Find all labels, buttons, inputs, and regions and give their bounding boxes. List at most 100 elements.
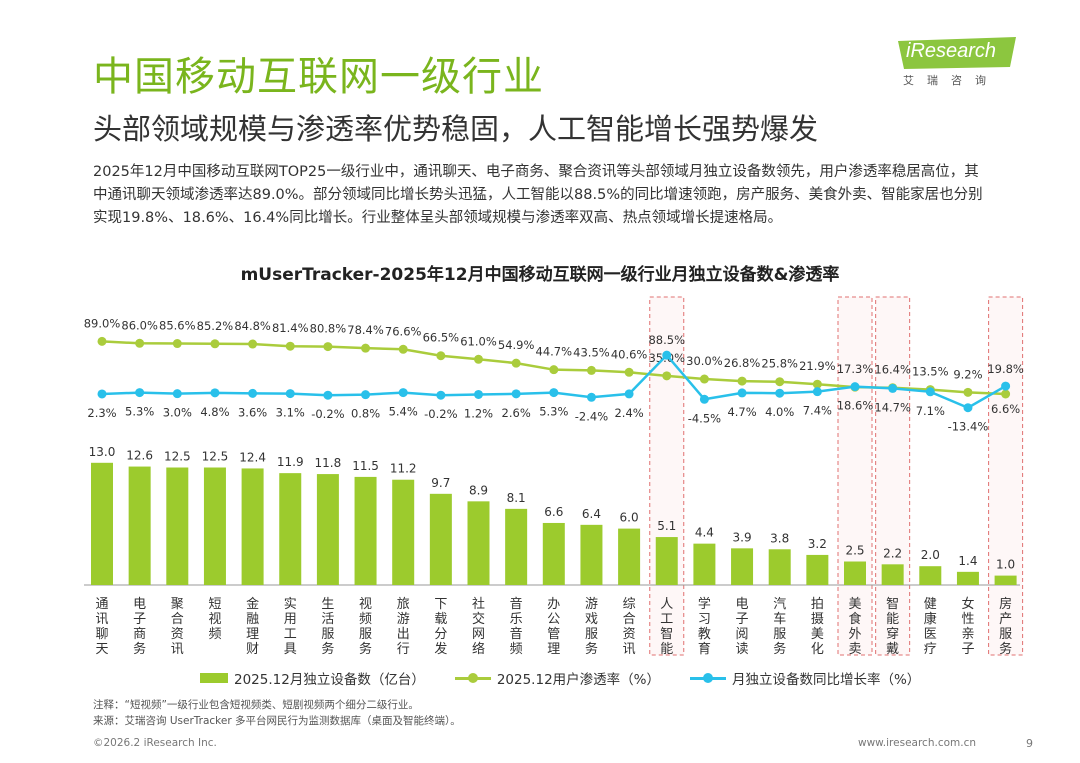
- growth-label: 0.8%: [351, 407, 380, 421]
- bar: [618, 528, 641, 585]
- bar-value-label: 12.5: [164, 450, 191, 464]
- category-label: 房产服务: [999, 596, 1012, 657]
- growth-label: 3.0%: [163, 406, 192, 420]
- growth-point: [737, 388, 747, 398]
- growth-label: -0.2%: [311, 407, 344, 421]
- legend-penetration-label: 2025.12用户渗透率（%）: [496, 672, 660, 688]
- bar: [768, 549, 791, 585]
- bar-value-label: 11.9: [277, 455, 304, 469]
- bar-value-label: 2.2: [883, 546, 902, 560]
- penetration-point: [549, 365, 559, 375]
- growth-label: 5.3%: [539, 405, 568, 419]
- bar-value-label: 4.4: [695, 526, 714, 540]
- growth-label: 4.7%: [727, 405, 756, 419]
- growth-point: [361, 390, 371, 400]
- category-label: 拍摄美化: [811, 597, 824, 657]
- penetration-point: [812, 379, 822, 389]
- bar: [91, 462, 113, 585]
- growth-label: 88.5%: [648, 333, 685, 347]
- penetration-label: 6.6%: [991, 402, 1020, 416]
- penetration-label: 17.3%: [837, 362, 874, 376]
- category-label: 视频服务: [359, 597, 372, 657]
- growth-label: 14.7%: [874, 400, 911, 414]
- penetration-point: [624, 367, 634, 377]
- growth-label: 7.4%: [803, 404, 832, 418]
- bar-value-label: 12.6: [126, 449, 153, 463]
- highlight-box: [988, 296, 1024, 656]
- growth-point: [285, 389, 295, 399]
- growth-label: 5.3%: [125, 405, 154, 419]
- category-label: 女性亲子: [961, 596, 974, 657]
- bar-value-label: 2.0: [921, 548, 940, 562]
- growth-point: [474, 389, 483, 399]
- growth-point: [172, 389, 182, 399]
- bar-value-label: 6.6: [544, 505, 563, 519]
- bar: [881, 564, 904, 585]
- growth-label: 4.8%: [200, 405, 229, 419]
- bar: [655, 537, 678, 585]
- penetration-label: 54.9%: [498, 338, 535, 352]
- growth-label: -4.5%: [688, 411, 721, 425]
- penetration-label: 61.0%: [460, 334, 497, 348]
- penetration-label: 81.4%: [272, 321, 309, 335]
- growth-label: -2.4%: [575, 409, 608, 423]
- penetration-label: 26.8%: [724, 356, 761, 370]
- penetration-point: [436, 351, 446, 361]
- category-label: 通讯聊天: [95, 597, 108, 657]
- penetration-label: 85.6%: [159, 319, 196, 333]
- bar: [203, 467, 226, 585]
- growth-label: 2.6%: [502, 406, 531, 420]
- bar: [392, 479, 415, 585]
- page-title: 中国移动互联网一级行业: [93, 54, 544, 100]
- bar-value-label: 8.9: [469, 483, 488, 497]
- penetration-point: [210, 339, 220, 349]
- penetration-point: [511, 358, 521, 368]
- growth-point: [1001, 381, 1011, 391]
- bar: [467, 501, 490, 585]
- legend-bar-swatch: [200, 673, 228, 683]
- category-label: 旅游出行: [397, 597, 410, 657]
- penetration-label: 16.4%: [874, 363, 911, 377]
- note-text: 注释：“短视频”一级行业包含短视频类、短剧视频两个细分二级行业。: [93, 699, 419, 711]
- bar: [316, 474, 339, 585]
- bar-value-label: 6.0: [620, 511, 639, 525]
- page-subtitle: 头部领域规模与渗透率优势稳固，人工智能增长强势爆发: [93, 112, 819, 146]
- category-label: 社交网络: [472, 596, 485, 657]
- growth-point: [135, 388, 145, 398]
- legend-growth-swatch: [689, 673, 726, 683]
- legend-item-bar: 2025.12月独立设备数（亿台）: [200, 668, 425, 688]
- penetration-label: 13.5%: [912, 365, 949, 379]
- bar: [994, 575, 1017, 585]
- category-label: 汽车服务: [773, 597, 786, 657]
- category-label: 下载分发: [434, 597, 447, 657]
- penetration-label: 84.8%: [234, 319, 271, 333]
- category-label: 聚合资讯: [171, 597, 184, 657]
- iresearch-logo: [898, 37, 1016, 69]
- penetration-point: [1001, 389, 1011, 399]
- bar: [166, 467, 189, 585]
- category-label: 智能穿戴: [886, 597, 899, 657]
- growth-point: [699, 394, 709, 404]
- penetration-point: [361, 343, 371, 353]
- growth-label: 18.6%: [837, 399, 874, 413]
- growth-point: [436, 390, 446, 400]
- chart-title: mUserTracker-2025年12月中国移动互联网一级行业月独立设备数&渗…: [240, 265, 840, 285]
- highlight-box: [837, 296, 873, 656]
- penetration-label: 9.2%: [953, 367, 982, 381]
- footer-website[interactable]: www.iresearch.com.cn: [858, 737, 977, 749]
- bar-value-label: 1.0: [996, 558, 1015, 572]
- category-label: 音乐音频: [510, 596, 523, 657]
- growth-point: [210, 388, 220, 398]
- bar-value-label: 5.1: [657, 519, 676, 533]
- growth-point: [549, 388, 559, 398]
- growth-label: 4.0%: [765, 405, 794, 419]
- page-number: 9: [1026, 737, 1033, 750]
- category-label: 美食外卖: [848, 597, 861, 657]
- bar-value-label: 2.5: [845, 544, 864, 558]
- growth-label: -0.2%: [424, 407, 457, 421]
- growth-label: 2.4%: [614, 406, 643, 420]
- penetration-label: 43.5%: [573, 345, 610, 359]
- bar-value-label: 9.7: [431, 476, 450, 490]
- growth-label: 2.3%: [87, 406, 116, 420]
